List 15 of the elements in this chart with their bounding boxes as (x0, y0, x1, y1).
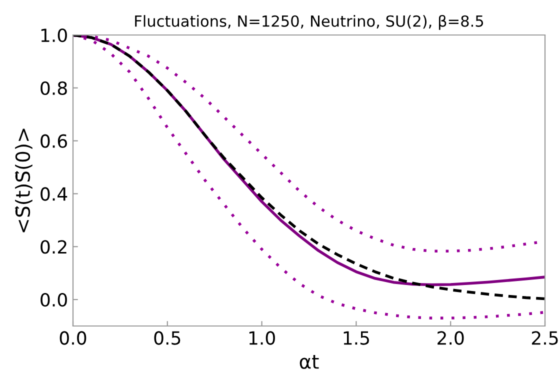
x-tick-label: 1.0 (249, 331, 275, 345)
y-tick-label: 0.6 (40, 134, 68, 148)
y-tick-label: 0.8 (40, 81, 67, 96)
x-tick-label: 1.5 (344, 331, 369, 345)
y-axis-title: <S⃗(t)S⃗(0)> (15, 128, 32, 232)
chart-title: Fluctuations, N=1250, Neutrino, SU(2), β=8.5 (135, 14, 484, 30)
x-tick-label: 0.0 (60, 331, 86, 345)
y-tick-label: 1.0 (41, 28, 67, 42)
y-tick-label: 0.4 (40, 187, 68, 201)
x-tick-label: 2.5 (532, 331, 558, 345)
x-tick-label: 2.0 (438, 331, 464, 345)
x-axis-title: αt (300, 355, 319, 369)
y-tick-label: 0.2 (40, 240, 66, 254)
y-tick-label: 0.0 (40, 293, 67, 307)
x-tick-label: 0.5 (154, 331, 180, 345)
